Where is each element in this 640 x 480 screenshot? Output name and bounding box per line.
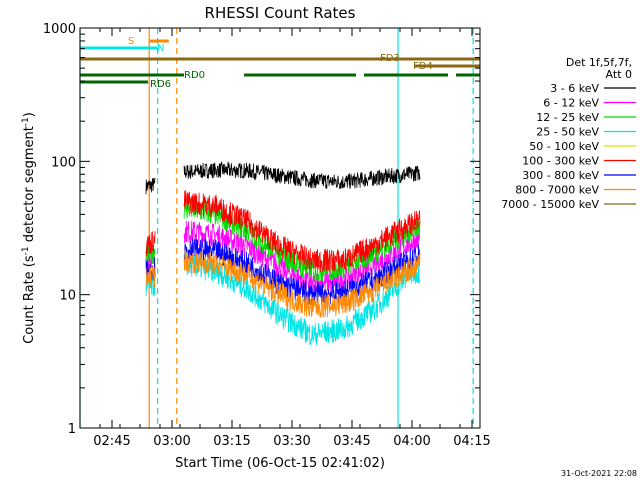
flag-bars: S N FD3 FD4 RD0 RD6 [80, 36, 480, 90]
legend-label-5: 50 - 100 keV [529, 140, 599, 153]
y-label-main: Count Rate (s [22, 255, 37, 344]
legend-label-6: 100 - 300 keV [522, 155, 599, 168]
legend-header-2: Att 0 [606, 68, 632, 81]
y-label-sup1: -1 [21, 246, 31, 255]
flag-label-1: S [128, 36, 134, 47]
legend-label-7: 300 - 800 keV [522, 169, 599, 182]
x-tick-label-7: 04:15 [453, 434, 490, 449]
chart-title: RHESSI Count Rates [205, 4, 356, 22]
x-axis-label: Start Time (06-Oct-15 02:41:02) [175, 456, 385, 471]
y-tick-label-1: 1 [68, 422, 76, 437]
axes: 02:45 03:00 03:15 03:30 03:45 04:00 04:15 1 10 10… [43, 22, 491, 449]
flag-label-6: RD6 [150, 79, 171, 90]
flag-label-5: RD0 [184, 70, 205, 81]
legend: Det 1f,5f,7f,Att 0 3 - 6 keV 6 - 12 keV12 … [501, 56, 636, 211]
y-tick-label-4: 1000 [43, 22, 76, 37]
y-label-end: ) [22, 112, 37, 117]
series-lines [145, 160, 421, 346]
legend-header-1: Det 1f,5f,7f, [566, 56, 632, 69]
x-tick-label-2: 03:00 [153, 434, 190, 449]
x-tick-label-1: 02:45 [93, 434, 130, 449]
timestamp: 31-Oct-2021 22:08 [561, 469, 637, 478]
y-label-mid: detector segment [22, 126, 37, 246]
y-axis-label: Count Rate (s-1 detector segment-1) [21, 112, 37, 344]
x-tick-label-6: 04:00 [393, 434, 430, 449]
series-line-6 [145, 190, 421, 273]
series-line-1 [145, 160, 421, 195]
x-tick-label-5: 03:45 [333, 434, 370, 449]
x-tick-label-4: 03:30 [273, 434, 310, 449]
y-tick-label-3: 100 [51, 155, 76, 170]
flag-label-2: N [157, 43, 164, 54]
legend-label-1: 3 - 6 keV [550, 82, 599, 95]
legend-label-4: 25 - 50 keV [536, 126, 599, 139]
flag-label-3: FD3 [380, 53, 400, 64]
y-label-sup2: -1 [21, 117, 31, 126]
legend-label-3: 12 - 25 keV [536, 111, 599, 124]
x-tick-label-3: 03:15 [213, 434, 250, 449]
legend-label-9: 7000 - 15000 keV [501, 198, 599, 211]
y-tick-label-2: 10 [59, 289, 76, 304]
flag-label-4: FD4 [413, 61, 433, 72]
legend-label-2: 6 - 12 keV [543, 97, 599, 110]
legend-label-8: 800 - 7000 keV [515, 184, 599, 197]
series-line-8 [145, 249, 421, 318]
